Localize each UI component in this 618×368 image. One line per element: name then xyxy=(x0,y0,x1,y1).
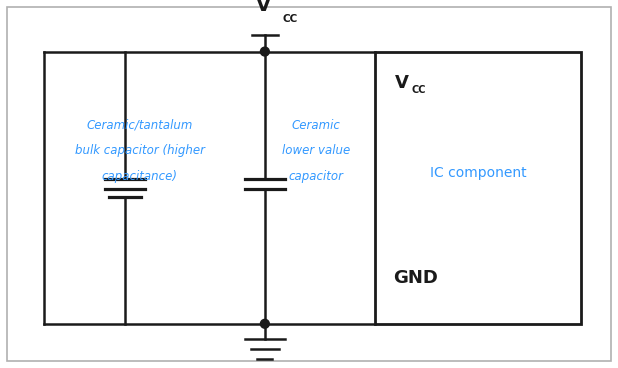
Text: Ceramic: Ceramic xyxy=(292,118,341,132)
Text: CC: CC xyxy=(412,85,426,95)
Text: $\bf{V}$: $\bf{V}$ xyxy=(255,0,271,15)
Text: IC component: IC component xyxy=(430,166,527,180)
Text: capacitance): capacitance) xyxy=(102,170,178,183)
Bar xyxy=(375,52,581,324)
Circle shape xyxy=(260,47,269,56)
Text: Ceramic/tantalum: Ceramic/tantalum xyxy=(87,118,193,132)
Text: GND: GND xyxy=(394,269,439,287)
Text: bulk capacitor (higher: bulk capacitor (higher xyxy=(75,144,205,158)
Text: lower value: lower value xyxy=(282,144,350,158)
Text: CC: CC xyxy=(282,14,298,24)
Text: capacitor: capacitor xyxy=(289,170,344,183)
Text: $\bf{V}$: $\bf{V}$ xyxy=(394,74,410,92)
Circle shape xyxy=(260,319,269,328)
